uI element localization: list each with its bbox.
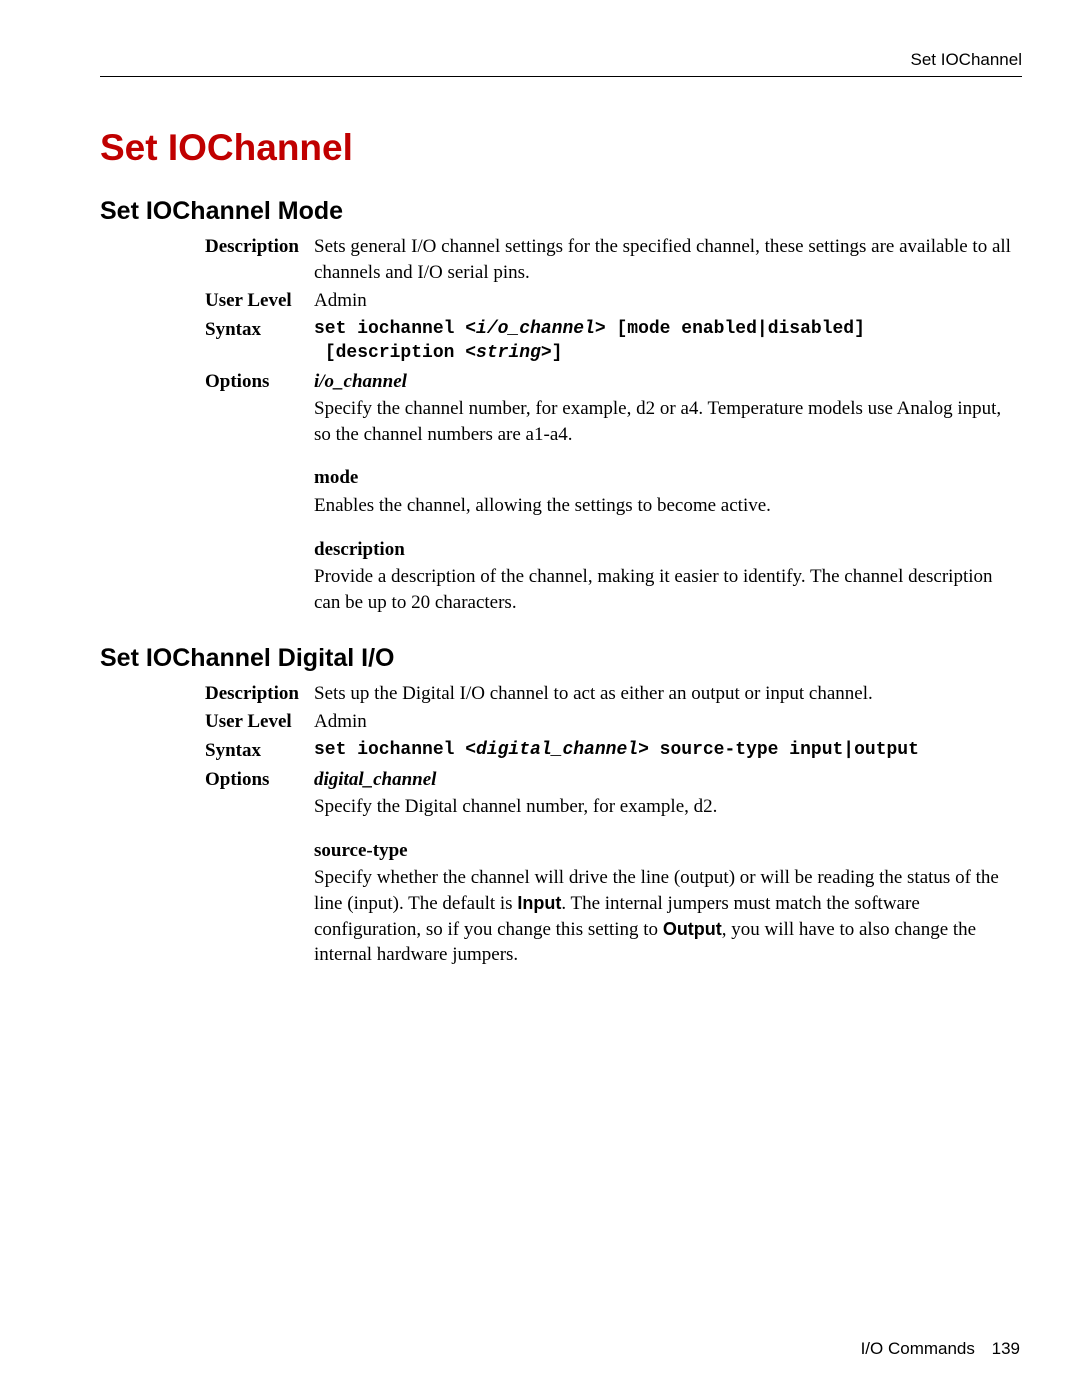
userlevel-label: User Level (100, 709, 310, 735)
option-title: i/o_channel (314, 369, 1012, 395)
syntax-text: >] (541, 343, 563, 363)
syntax-label: Syntax (100, 317, 310, 343)
description-text: Sets general I/O channel settings for th… (310, 234, 1022, 285)
footer-label: I/O Commands (861, 1339, 975, 1358)
digital-syntax-row: Syntax set iochannel <digital_channel> s… (100, 738, 1022, 764)
mode-syntax-row: Syntax set iochannel <i/o_channel> [mode… (100, 317, 1022, 366)
syntax-arg: digital_channel (476, 740, 638, 760)
syntax-arg: string (476, 343, 541, 363)
section-digital-heading: Set IOChannel Digital I/O (100, 644, 1022, 673)
options-content: i/o_channel Specify the channel number, … (310, 369, 1022, 616)
option-text: Provide a description of the channel, ma… (314, 564, 1012, 615)
option-text: Enables the channel, allowing the settin… (314, 493, 1012, 519)
syntax-text: > source-type input|output (638, 740, 919, 760)
syntax-value: set iochannel <i/o_channel> [mode enable… (310, 317, 1022, 366)
syntax-text: set iochannel < (314, 740, 476, 760)
syntax-label: Syntax (100, 738, 310, 764)
digital-options-row: Options digital_channel Specify the Digi… (100, 767, 1022, 968)
digital-description-row: Description Sets up the Digital I/O chan… (100, 681, 1022, 707)
syntax-text: > [mode enabled|disabled] (595, 319, 865, 339)
options-label: Options (100, 767, 310, 793)
mode-description-row: Description Sets general I/O channel set… (100, 234, 1022, 285)
option-text: Specify the channel number, for example,… (314, 396, 1012, 447)
syntax-text: set iochannel < (314, 319, 476, 339)
syntax-text: [description < (314, 343, 476, 363)
userlevel-label: User Level (100, 288, 310, 314)
digital-userlevel-row: User Level Admin (100, 709, 1022, 735)
header-rule (100, 76, 1022, 77)
option-bold: Output (663, 919, 722, 939)
page-header-right: Set IOChannel (100, 50, 1022, 70)
options-label: Options (100, 369, 310, 395)
option-title: source-type (314, 838, 1012, 864)
option-title: mode (314, 465, 1012, 491)
option-title: description (314, 537, 1012, 563)
page-footer: I/O Commands 139 (861, 1339, 1020, 1359)
userlevel-value: Admin (310, 288, 1022, 314)
options-content: digital_channel Specify the Digital chan… (310, 767, 1022, 968)
footer-page-number: 139 (992, 1339, 1020, 1358)
option-title: digital_channel (314, 767, 1012, 793)
option-text: Specify the Digital channel number, for … (314, 794, 1012, 820)
page: Set IOChannel Set IOChannel Set IOChanne… (0, 0, 1080, 1397)
description-label: Description (100, 234, 310, 260)
userlevel-value: Admin (310, 709, 1022, 735)
mode-options-row: Options i/o_channel Specify the channel … (100, 369, 1022, 616)
option-bold: Input (517, 893, 561, 913)
section-mode-heading: Set IOChannel Mode (100, 197, 1022, 226)
description-label: Description (100, 681, 310, 707)
syntax-value: set iochannel <digital_channel> source-t… (310, 738, 1022, 762)
page-title: Set IOChannel (100, 127, 1022, 169)
option-text: Specify whether the channel will drive t… (314, 865, 1012, 968)
description-text: Sets up the Digital I/O channel to act a… (310, 681, 1022, 707)
syntax-arg: i/o_channel (476, 319, 595, 339)
mode-userlevel-row: User Level Admin (100, 288, 1022, 314)
